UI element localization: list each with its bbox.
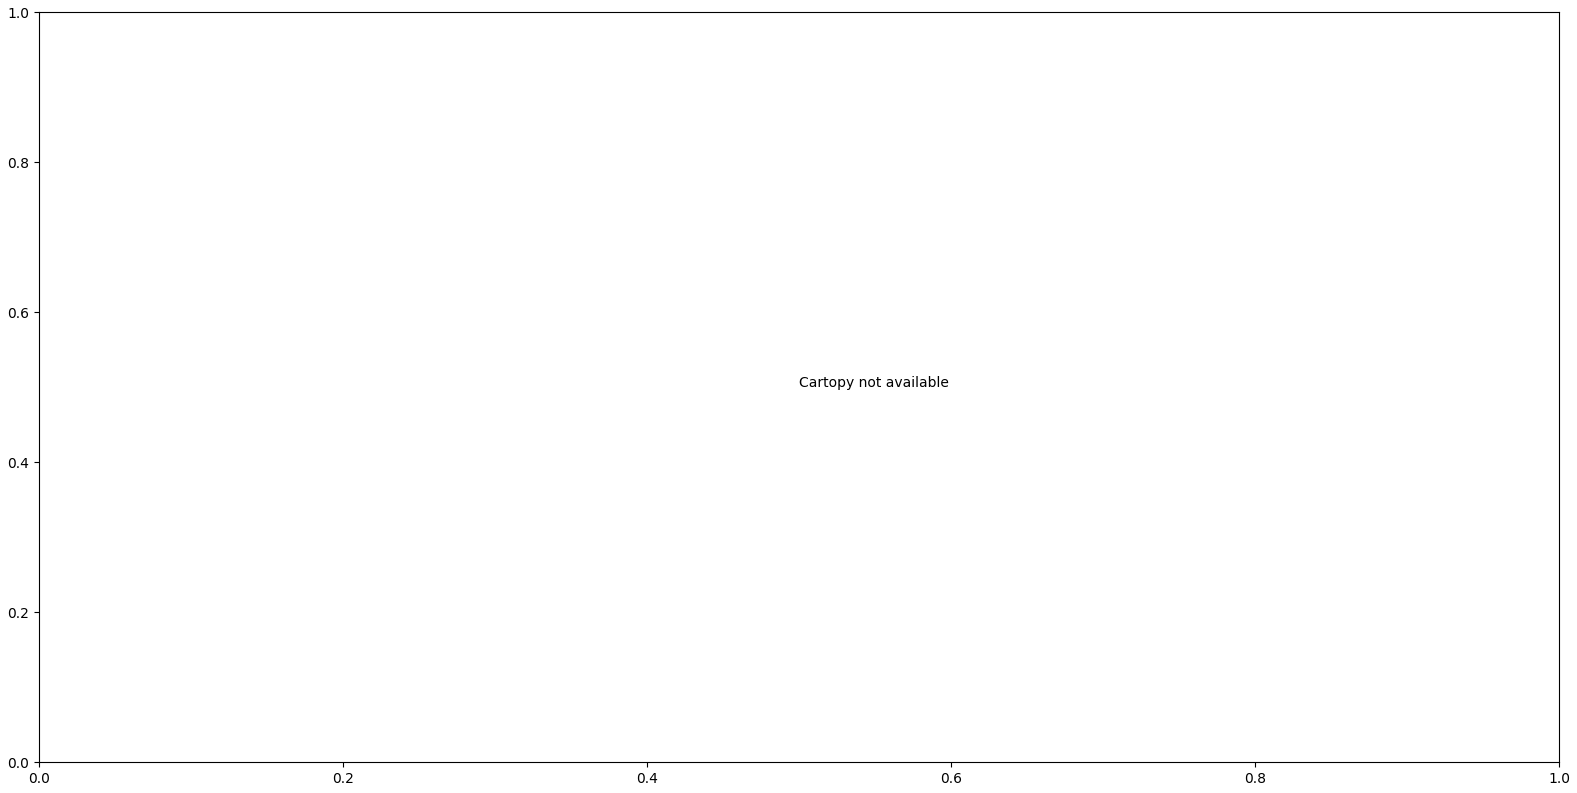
Text: Cartopy not available: Cartopy not available bbox=[800, 377, 949, 390]
